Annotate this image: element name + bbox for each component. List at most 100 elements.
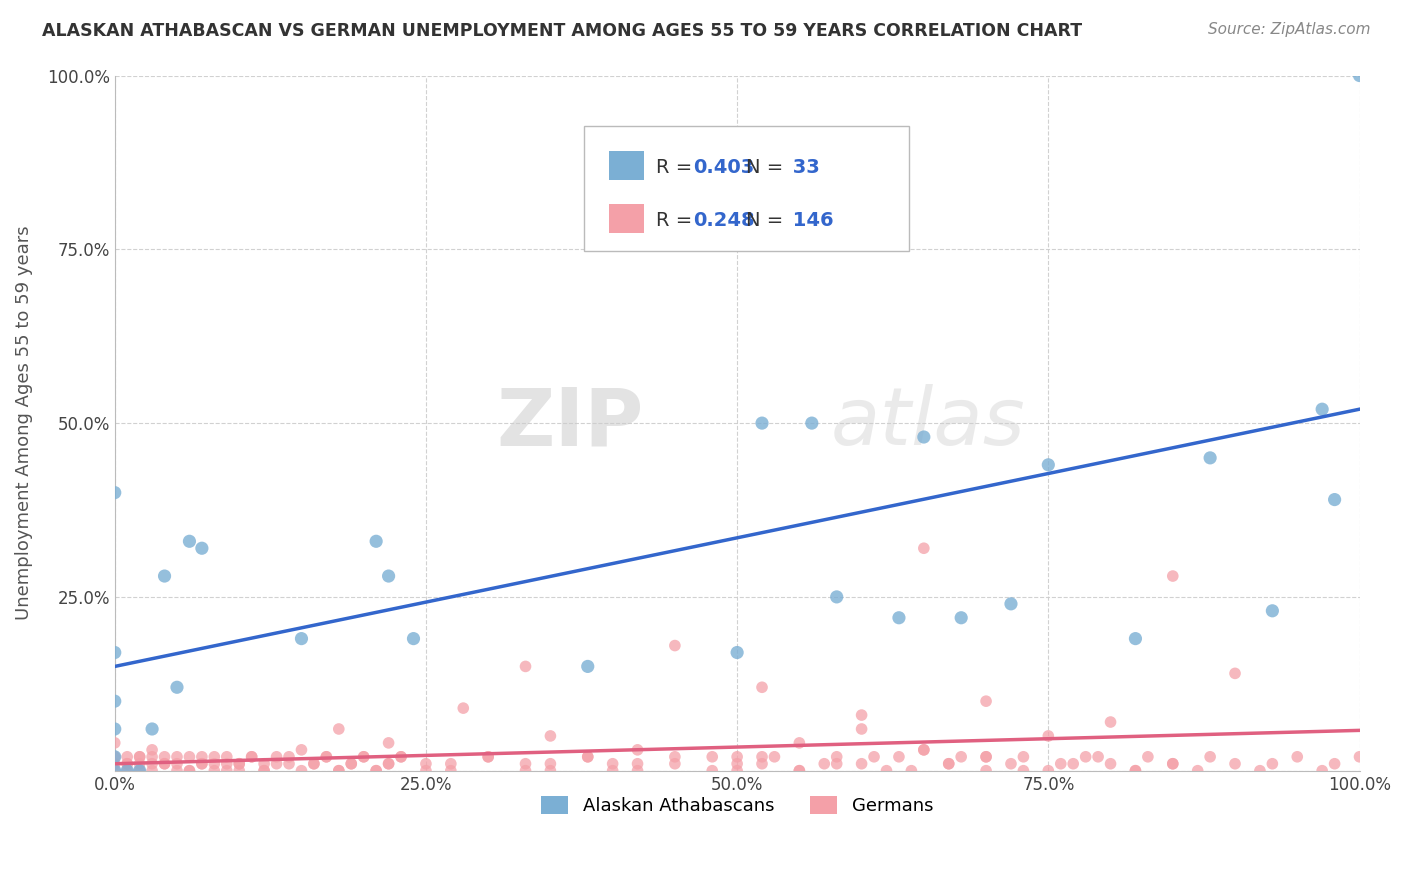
Point [515, 659, 537, 673]
Point [1012, 764, 1035, 778]
Point [115, 764, 138, 778]
Point [266, 756, 288, 771]
Point [1099, 756, 1122, 771]
Text: R =: R = [657, 211, 699, 230]
Point [240, 749, 263, 764]
Point [974, 694, 997, 708]
Point [366, 534, 388, 549]
Bar [609, 204, 644, 233]
Point [215, 756, 238, 771]
Point [191, 756, 214, 771]
Point [377, 756, 399, 771]
Point [912, 743, 935, 757]
Point [340, 756, 363, 771]
Point [115, 749, 138, 764]
Point [328, 722, 350, 736]
Point [626, 756, 648, 771]
Point [1161, 756, 1184, 771]
Point [1348, 69, 1371, 83]
Text: 33: 33 [786, 159, 820, 178]
Text: Source: ZipAtlas.com: Source: ZipAtlas.com [1208, 22, 1371, 37]
Point [664, 756, 686, 771]
Point [377, 736, 399, 750]
FancyBboxPatch shape [583, 126, 908, 252]
Point [887, 611, 910, 625]
Point [789, 764, 811, 778]
Point [440, 756, 463, 771]
Point [266, 749, 288, 764]
Point [104, 764, 127, 778]
Point [1038, 729, 1060, 743]
Point [602, 756, 624, 771]
Point [141, 756, 163, 771]
Point [851, 756, 873, 771]
Point [1087, 749, 1109, 764]
Point [751, 756, 773, 771]
Text: atlas: atlas [831, 384, 1025, 462]
Point [1125, 764, 1147, 778]
Point [1125, 764, 1147, 778]
Point [900, 764, 922, 778]
Point [538, 729, 561, 743]
Point [576, 749, 599, 764]
Point [128, 764, 150, 778]
Point [166, 764, 188, 778]
Point [626, 743, 648, 757]
Point [789, 736, 811, 750]
Point [813, 756, 835, 771]
Point [825, 590, 848, 604]
Point [141, 743, 163, 757]
Text: ALASKAN ATHABASCAN VS GERMAN UNEMPLOYMENT AMONG AGES 55 TO 59 YEARS CORRELATION : ALASKAN ATHABASCAN VS GERMAN UNEMPLOYMEN… [42, 22, 1083, 40]
Point [751, 680, 773, 694]
Bar [609, 151, 644, 180]
Point [1187, 764, 1209, 778]
Point [1348, 749, 1371, 764]
Point [415, 756, 437, 771]
Point [1261, 604, 1284, 618]
Point [141, 722, 163, 736]
Point [104, 694, 127, 708]
Point [104, 646, 127, 660]
Point [191, 756, 214, 771]
Point [576, 749, 599, 764]
Point [453, 701, 475, 715]
Point [538, 764, 561, 778]
Point [353, 749, 375, 764]
Point [938, 756, 960, 771]
Point [1249, 764, 1271, 778]
Point [477, 749, 499, 764]
Point [402, 632, 425, 646]
Point [290, 743, 312, 757]
Point [950, 749, 973, 764]
Point [440, 764, 463, 778]
Text: N =: N = [745, 159, 789, 178]
Point [1099, 714, 1122, 729]
Point [328, 764, 350, 778]
Point [240, 749, 263, 764]
Point [1223, 666, 1246, 681]
Point [228, 756, 250, 771]
Point [477, 749, 499, 764]
Point [377, 569, 399, 583]
Point [515, 764, 537, 778]
Point [128, 749, 150, 764]
Point [1310, 402, 1333, 417]
Point [789, 764, 811, 778]
Point [1161, 756, 1184, 771]
Point [876, 764, 898, 778]
Point [974, 749, 997, 764]
Point [104, 749, 127, 764]
Point [912, 541, 935, 556]
Point [166, 749, 188, 764]
Point [115, 764, 138, 778]
Point [702, 764, 724, 778]
Point [228, 756, 250, 771]
Text: 0.248: 0.248 [693, 211, 755, 230]
Point [166, 756, 188, 771]
Point [626, 764, 648, 778]
Point [1000, 756, 1022, 771]
Point [290, 764, 312, 778]
Point [191, 541, 214, 556]
Point [302, 756, 325, 771]
Point [215, 749, 238, 764]
